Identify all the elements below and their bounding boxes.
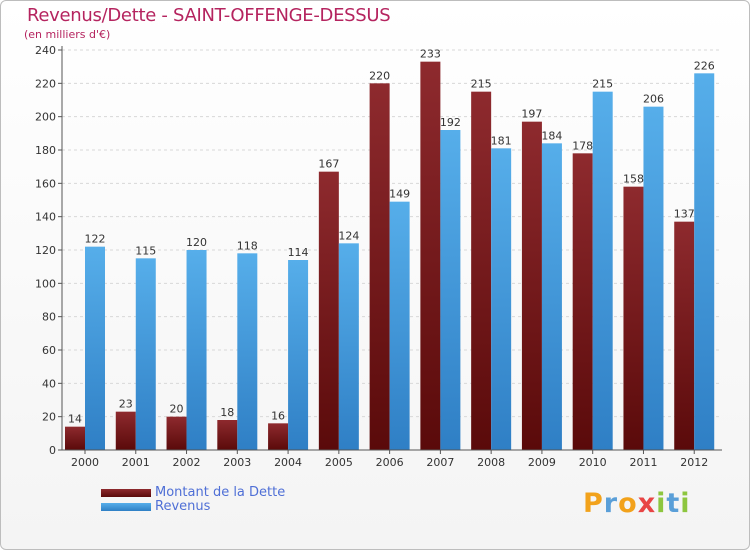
y-tick-label: 240 (35, 44, 56, 57)
debt-bar (318, 171, 339, 450)
y-tick-label: 20 (42, 411, 56, 424)
data-label: 124 (338, 229, 359, 242)
x-tick-label: 2006 (376, 456, 404, 469)
data-label: 137 (674, 208, 695, 221)
x-tick-label: 2009 (528, 456, 556, 469)
x-tick-label: 2011 (629, 456, 657, 469)
debt-bar (65, 426, 85, 450)
logo-letter: x (637, 488, 657, 519)
y-tick-label: 40 (42, 377, 56, 390)
x-tick-label: 2010 (579, 456, 607, 469)
logo-letter: i (680, 488, 691, 519)
data-label: 178 (572, 139, 593, 152)
data-label: 16 (271, 409, 285, 422)
revenus-bar (440, 130, 461, 450)
legend-label-debt: Montant de la Dette (155, 485, 286, 500)
data-label: 215 (471, 78, 492, 91)
y-tick-label: 200 (35, 111, 56, 124)
x-tick-label: 2003 (223, 456, 251, 469)
data-label: 20 (170, 403, 184, 416)
data-label: 206 (643, 93, 664, 106)
y-tick-label: 120 (35, 244, 56, 257)
proxiti-logo: Proxiti (583, 488, 691, 519)
x-tick-label: 2007 (426, 456, 454, 469)
data-label: 184 (541, 129, 562, 142)
data-label: 114 (288, 246, 309, 259)
legend-swatch-revenus (101, 503, 151, 511)
revenus-bar (491, 148, 512, 451)
data-label: 118 (237, 239, 258, 252)
debt-bar (674, 221, 695, 450)
y-tick-label: 80 (42, 311, 56, 324)
debt-bar (268, 423, 289, 450)
revenus-bar (694, 73, 715, 450)
data-label: 23 (119, 398, 133, 411)
data-label: 233 (420, 48, 441, 61)
x-tick-label: 2012 (680, 456, 708, 469)
revenus-bar (135, 258, 156, 450)
y-tick-label: 140 (35, 211, 56, 224)
revenus-bar (389, 201, 410, 450)
debt-bar (623, 186, 644, 450)
legend-swatch-debt (101, 489, 151, 497)
logo-letter: o (618, 488, 638, 519)
y-tick-label: 180 (35, 144, 56, 157)
data-label: 120 (186, 236, 207, 249)
revenus-bar (237, 253, 258, 450)
data-label: 220 (369, 69, 390, 82)
data-label: 215 (592, 78, 613, 91)
x-tick-label: 2002 (173, 456, 201, 469)
y-tick-label: 0 (49, 444, 56, 457)
debt-bar (572, 153, 593, 451)
y-tick-label: 220 (35, 77, 56, 90)
y-tick-label: 160 (35, 177, 56, 190)
chart-title: Revenus/Dette - SAINT-OFFENGE-DESSUS (27, 5, 391, 26)
data-label: 18 (220, 406, 234, 419)
revenus-bar (643, 106, 664, 451)
data-label: 158 (623, 173, 644, 186)
x-tick-label: 2005 (325, 456, 353, 469)
revenus-bar (338, 243, 359, 450)
data-label: 115 (135, 244, 156, 257)
debt-bar (166, 416, 187, 450)
logo-letter: r (603, 488, 619, 519)
debt-bar (521, 121, 542, 451)
x-tick-label: 2001 (122, 456, 150, 469)
data-label: 167 (318, 158, 339, 171)
x-tick-label: 2000 (71, 456, 99, 469)
y-tick-label: 100 (35, 277, 56, 290)
data-label: 192 (440, 116, 461, 129)
revenus-bar (541, 143, 562, 451)
debt-bar (420, 61, 441, 451)
debt-bar (115, 411, 136, 450)
data-label: 197 (521, 108, 542, 121)
x-tick-label: 2008 (477, 456, 505, 469)
logo-letter: i (656, 488, 667, 519)
data-label: 226 (694, 59, 715, 72)
revenus-bar (592, 91, 613, 451)
revenus-bar (186, 250, 207, 450)
revenus-bar (85, 246, 105, 450)
debt-bar (471, 91, 492, 451)
chart-subtitle: (en milliers d'€) (24, 28, 111, 41)
debt-bar (369, 83, 390, 450)
debt-bar (217, 420, 238, 450)
data-label: 122 (85, 233, 106, 246)
y-tick-label: 60 (42, 344, 56, 357)
revenus-bar (288, 260, 309, 450)
data-label: 149 (389, 188, 410, 201)
x-tick-label: 2004 (274, 456, 302, 469)
logo-letter: t (666, 488, 681, 519)
data-label: 181 (491, 134, 512, 147)
logo-letter: P (583, 488, 604, 519)
data-label: 14 (68, 413, 82, 426)
legend-label-revenus: Revenus (155, 499, 211, 514)
